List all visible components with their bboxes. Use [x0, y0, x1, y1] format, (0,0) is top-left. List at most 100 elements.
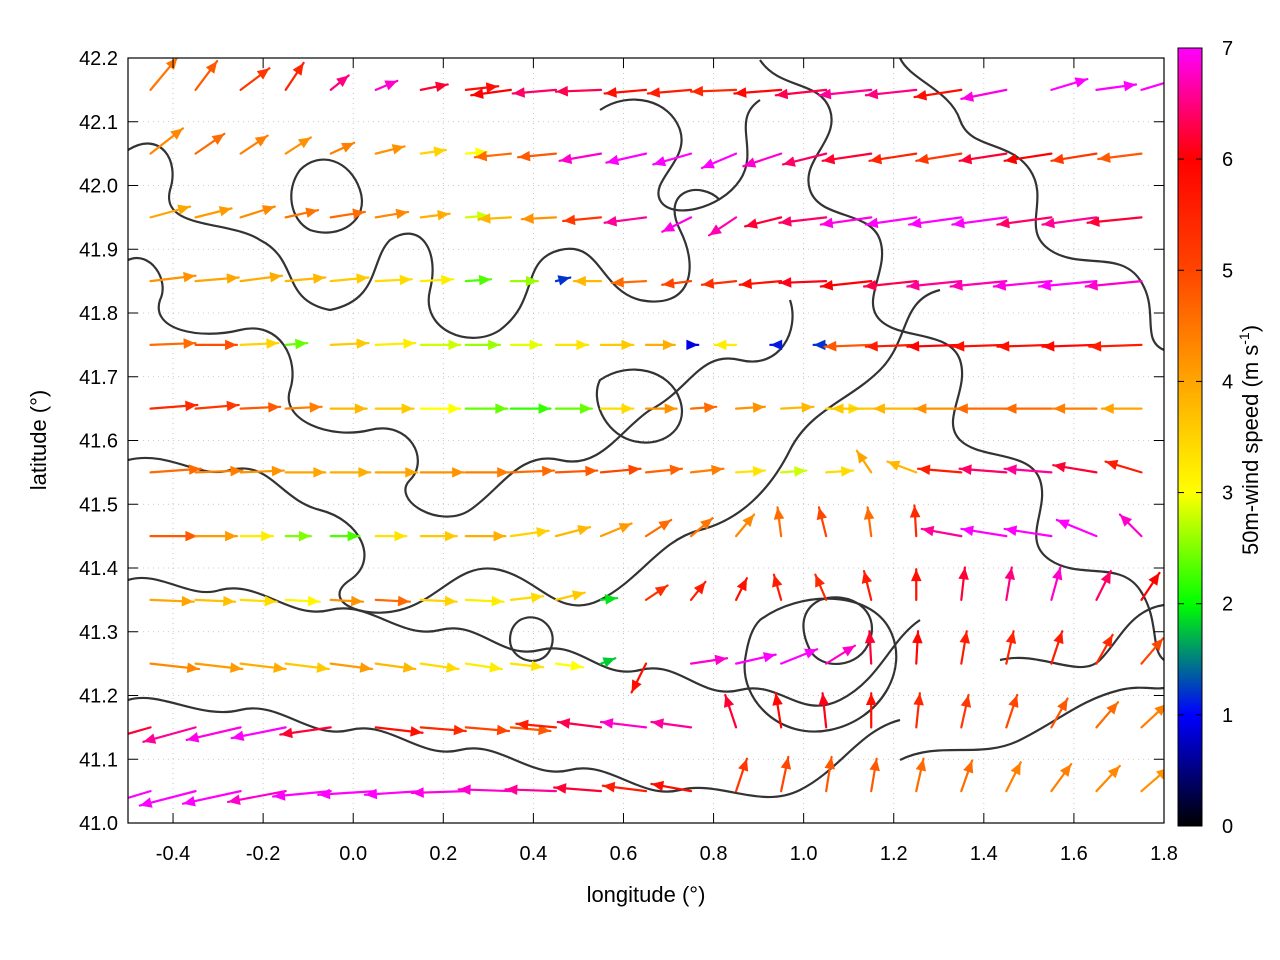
wind-vector	[374, 403, 415, 414]
wind-vector-head	[493, 530, 506, 542]
wind-vector	[855, 449, 873, 474]
wind-vector	[1086, 216, 1143, 227]
wind-vector-head	[273, 790, 286, 801]
wind-vector-head	[411, 787, 424, 798]
x-tick-label: 1.0	[790, 843, 818, 865]
wind-vector-head	[433, 146, 446, 157]
wind-vector-head	[185, 530, 198, 542]
wind-vector	[419, 467, 466, 478]
wind-vector-head	[211, 133, 225, 145]
wind-vector	[644, 518, 673, 538]
wind-vector-head	[573, 275, 586, 287]
wind-vector	[644, 584, 669, 601]
wind-vector-head	[356, 338, 369, 349]
wind-vector-head	[205, 61, 218, 74]
wind-vector	[958, 464, 1008, 475]
wind-vector-head	[444, 530, 457, 542]
wind-vector	[149, 595, 195, 607]
wind-vector	[329, 403, 368, 414]
wind-vector	[689, 402, 718, 413]
wind-vector	[1118, 513, 1143, 538]
wind-vector	[915, 757, 927, 793]
wind-vector-head	[312, 273, 326, 284]
wind-vector-head	[736, 578, 747, 592]
wind-vector-shaft	[128, 726, 152, 735]
colorbar-tick-label: 0	[1222, 816, 1233, 838]
wind-vector-head	[1123, 80, 1137, 92]
wind-vector-head	[354, 403, 367, 414]
wind-vector-head	[631, 679, 642, 693]
wind-vector	[329, 662, 374, 673]
wind-vector-head	[916, 153, 929, 165]
wind-vector	[520, 213, 558, 224]
wind-vector-head	[772, 693, 783, 706]
wind-vector-head	[959, 153, 973, 165]
wind-vector-head	[1089, 340, 1102, 352]
wind-vector-head	[913, 693, 924, 706]
wind-vector-head	[1105, 459, 1119, 471]
wind-vector	[780, 755, 792, 793]
wind-vector-head	[394, 530, 407, 542]
wind-vector	[509, 465, 556, 477]
wind-vector-head	[865, 340, 878, 352]
wind-vector	[181, 790, 242, 807]
wind-vector	[1050, 152, 1098, 165]
wind-vector	[284, 467, 327, 478]
plot-background	[128, 58, 1164, 823]
wind-vector-head	[861, 571, 873, 584]
wind-vector-head	[724, 694, 735, 708]
wind-vector	[419, 209, 451, 221]
wind-vector-head	[840, 466, 854, 477]
wind-vector-head	[350, 595, 364, 607]
wind-vector	[419, 274, 455, 286]
y-axis-label: latitude (°)	[26, 390, 51, 491]
x-tick-label: 0.2	[429, 843, 457, 865]
contour-line	[898, 58, 1164, 352]
wind-vector	[906, 280, 963, 291]
wind-vector-head	[714, 654, 728, 666]
wind-vector-head	[585, 465, 598, 477]
wind-vector-head	[441, 274, 454, 286]
wind-vector	[864, 340, 918, 352]
wind-vector-head	[779, 216, 792, 227]
wind-vector	[329, 595, 365, 607]
wind-vector	[374, 338, 417, 349]
wind-vector	[996, 340, 1053, 352]
wind-vector	[374, 79, 399, 91]
wind-vector-head	[669, 464, 682, 476]
wind-vector	[558, 152, 603, 165]
wind-vector-head	[752, 402, 765, 413]
wind-vector-head	[570, 660, 583, 671]
wind-vector	[599, 657, 617, 668]
wind-vector	[599, 339, 635, 351]
wind-vector-head	[618, 523, 632, 533]
contour-line	[599, 98, 761, 212]
wind-vector	[284, 273, 327, 284]
wind-vector	[742, 152, 783, 168]
wind-vector-head	[228, 794, 241, 805]
wind-vector-head	[779, 277, 792, 288]
wind-vector	[869, 757, 880, 793]
x-tick-label: -0.2	[246, 843, 280, 865]
wind-vector-head	[910, 569, 922, 582]
wind-vector	[960, 525, 1008, 538]
wind-vector	[142, 726, 197, 744]
wind-vector	[599, 464, 642, 476]
x-tick-label: 0.6	[610, 843, 638, 865]
wind-vector	[1003, 403, 1053, 414]
wind-vector	[610, 277, 648, 288]
wind-vector	[865, 692, 877, 729]
wind-vector	[772, 692, 783, 729]
wind-vector-head	[336, 75, 349, 88]
wind-vector	[773, 506, 785, 538]
wind-vector-head	[824, 756, 835, 770]
wind-vector-head	[143, 733, 157, 744]
wind-vector-head	[963, 760, 974, 774]
wind-vector-head	[700, 518, 713, 530]
wind-vector-head	[516, 719, 529, 731]
wind-vector-head	[266, 338, 279, 349]
wind-vector	[1003, 464, 1053, 475]
wind-vector-head	[347, 530, 360, 542]
wind-vector-head	[602, 781, 616, 793]
wind-vector	[284, 402, 323, 413]
